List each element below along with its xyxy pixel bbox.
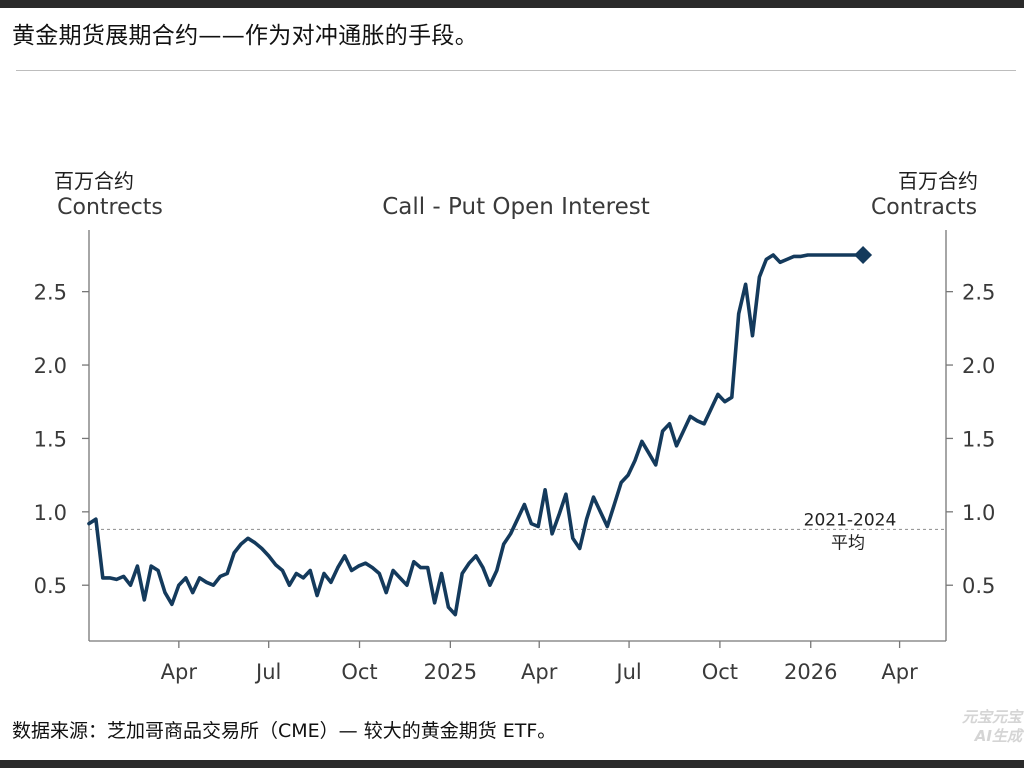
watermark-line-1: 元宝元宝 xyxy=(961,708,1022,726)
open-interest-chart: 0.5 0.5 1.0 1.0 1.5 1.5 2.0 2.0 2.5 2.5 Apr Jul Oct 2… xyxy=(34,169,996,684)
x-tick-label: 2026 xyxy=(784,660,837,684)
left-y-tick-label: 1.0 xyxy=(34,501,67,525)
bottom-border xyxy=(0,760,1024,768)
right-axis-unit-cn: 百万合约 xyxy=(898,169,978,193)
title-divider xyxy=(16,70,1016,71)
left-axis-unit-cn: 百万合约 xyxy=(54,169,134,193)
right-y-tick-label: 2.0 xyxy=(962,354,995,378)
reference-line-label-average: 平均 xyxy=(831,533,865,553)
right-y-tick-label: 1.5 xyxy=(962,427,995,451)
x-tick-label: Apr xyxy=(161,660,198,684)
x-tick-label: Oct xyxy=(341,660,377,684)
left-y-tick-label: 2.0 xyxy=(34,354,67,378)
reference-line-label-years: 2021-2024 xyxy=(804,510,897,530)
right-axis-unit-en: Contracts xyxy=(871,195,977,220)
x-tick-label: Apr xyxy=(881,660,918,684)
x-tick-label: Jul xyxy=(254,660,281,684)
series-line-call-put-open-interest xyxy=(87,253,865,617)
right-y-tick-label: 0.5 xyxy=(962,574,995,598)
left-axis-unit-en: Contrects xyxy=(57,195,163,220)
x-tick-label: Apr xyxy=(521,660,558,684)
left-y-tick-label: 2.5 xyxy=(34,281,67,305)
x-tick-label: Jul xyxy=(614,660,641,684)
chart-title: Call - Put Open Interest xyxy=(382,194,650,220)
page-title: 黄金期货展期合约——作为对冲通胀的手段。 xyxy=(12,23,478,49)
left-y-tick-label: 1.5 xyxy=(34,427,67,451)
right-y-tick-label: 2.5 xyxy=(962,281,995,305)
series-end-marker xyxy=(854,245,873,264)
ai-generated-watermark: 元宝元宝 AI生成 xyxy=(942,708,1022,746)
left-y-tick-label: 0.5 xyxy=(34,574,67,598)
right-y-tick-label: 1.0 xyxy=(962,501,995,525)
data-source-note: 数据来源：芝加哥商品交易所（CME）— 较大的黄金期货 ETF。 xyxy=(12,720,557,742)
x-tick-label: 2025 xyxy=(424,660,477,684)
x-tick-label: Oct xyxy=(702,660,738,684)
top-border xyxy=(0,0,1024,8)
watermark-line-2: AI生成 xyxy=(974,727,1022,745)
